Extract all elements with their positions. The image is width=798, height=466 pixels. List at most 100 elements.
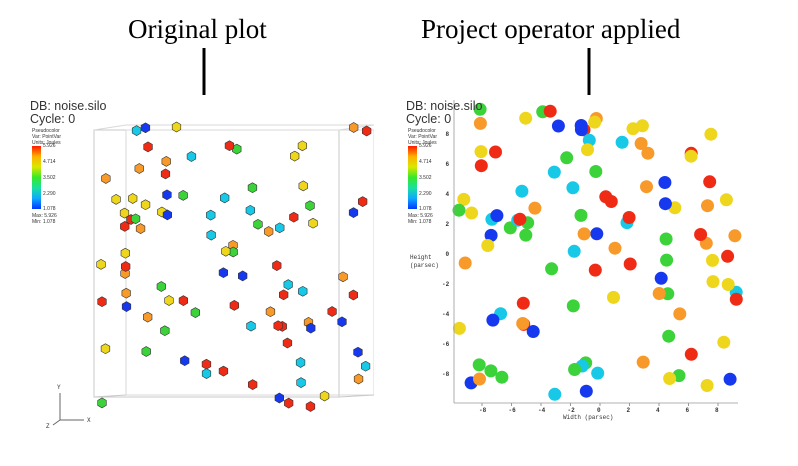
glyph-point — [279, 289, 289, 301]
glyph-point — [327, 306, 337, 317]
glyph-point — [160, 325, 170, 337]
x-tick-label: -6 — [509, 407, 517, 414]
legend-tick: 4.714 — [419, 159, 432, 165]
y-axis-label-line: (parsec) — [410, 262, 439, 269]
projected-point — [560, 151, 574, 165]
legend-title-line: Pseudocolor — [32, 128, 60, 134]
glyph-point — [201, 358, 212, 370]
projected-point — [566, 299, 580, 313]
projected-plot-panel[interactable]: -8 -6 -4 -2 0 2 4 6 8 8 6 4 2 0 -2 -4 -6 -8 Width (parse… — [405, 95, 750, 430]
glyph-point — [120, 268, 130, 279]
glyph-point — [274, 392, 284, 404]
projected-point — [636, 355, 650, 369]
glyph-point — [357, 196, 368, 207]
glyph-point — [218, 365, 229, 377]
projected-point — [547, 165, 561, 179]
glyph-point — [130, 213, 141, 225]
x-axis-label: Width (parsec) — [563, 414, 613, 421]
glyph-point — [273, 320, 283, 332]
projected-point — [590, 227, 604, 241]
x-tick-label: -8 — [479, 407, 487, 414]
projected-point — [495, 370, 509, 384]
projected-point — [599, 190, 613, 204]
projected-point — [472, 358, 486, 372]
x-tick-label: -2 — [568, 407, 576, 414]
glyph-point — [272, 260, 282, 271]
glyph-point — [238, 270, 248, 282]
glyph-point — [121, 287, 131, 299]
projected-point — [519, 111, 533, 125]
glyph-point — [97, 397, 107, 409]
projected-point — [658, 176, 672, 189]
glyph-point — [134, 163, 144, 174]
glyph-point — [201, 368, 212, 379]
projected-point — [484, 364, 498, 378]
db-label: DB: noise.silo — [406, 99, 483, 113]
x-tick-label: 0 — [597, 407, 601, 414]
projected-point — [513, 212, 527, 226]
x-tick-label: 4 — [656, 407, 660, 414]
projected-point — [577, 227, 591, 241]
projected-point — [634, 137, 648, 150]
y-tick-label: -2 — [442, 281, 450, 288]
glyph-point — [353, 346, 363, 358]
x-tick-label: 2 — [627, 407, 631, 414]
legend-tick: 1.078 — [43, 206, 56, 212]
projected-point — [652, 287, 666, 300]
glyph-point — [120, 221, 130, 232]
y-tick-label: 6 — [446, 161, 450, 168]
legend-tick: 4.714 — [43, 159, 56, 165]
projected-point — [452, 203, 466, 217]
projected-point — [706, 253, 719, 267]
glyph-point — [349, 122, 359, 133]
projected-point — [717, 335, 731, 349]
glyph-point — [275, 222, 285, 234]
original-plot-canvas: Y X Z — [46, 121, 374, 430]
glyph-point — [121, 261, 131, 272]
projected-point — [457, 192, 471, 206]
legend-title-line: Units: Joules — [32, 140, 61, 146]
projected-point — [591, 366, 605, 380]
legend-colorbar — [32, 146, 41, 209]
projected-point — [473, 372, 486, 386]
glyph-point — [245, 204, 255, 216]
projected-point — [489, 145, 502, 159]
glyph-point — [128, 193, 138, 204]
glyph-point — [297, 140, 308, 152]
glyph-point — [220, 192, 230, 204]
y-tick-label: 0 — [446, 251, 450, 258]
glyph-point — [160, 168, 171, 180]
projected-point — [640, 180, 653, 194]
projected-point — [548, 387, 562, 401]
projected-point — [694, 228, 708, 241]
projected-point — [704, 127, 718, 141]
projected-point — [729, 292, 743, 306]
projected-point — [607, 290, 620, 304]
projected-point — [516, 296, 530, 310]
projected-plot-canvas: -8 -6 -4 -2 0 2 4 6 8 8 6 4 2 0 -2 -4 -6 -8 Width (parse… — [410, 100, 743, 421]
legend-tick: 5.926 — [419, 143, 432, 149]
projected-point — [458, 256, 472, 270]
point-cloud-2d — [452, 102, 743, 401]
projected-point — [473, 116, 487, 130]
y-axis-label-line: Height — [410, 254, 432, 261]
projected-point — [721, 249, 735, 263]
glyph-point — [246, 320, 256, 332]
plot-frame — [453, 100, 738, 404]
glyph-point — [190, 307, 200, 318]
point-cloud-3d — [96, 121, 372, 412]
legend-title-line: Units: Joules — [408, 140, 437, 146]
cycle-label: Cycle: 0 — [30, 112, 76, 126]
glyph-point — [162, 189, 172, 201]
original-plot-panel[interactable]: DB: noise.silo Cycle: 0 Pseudocolor Var:… — [29, 95, 374, 430]
projected-point — [673, 307, 687, 321]
glyph-point — [337, 316, 347, 328]
glyph-point — [218, 267, 228, 279]
projected-point — [626, 122, 640, 136]
glyph-point — [178, 295, 188, 306]
glyph-point — [319, 390, 330, 402]
right-caption: Project operator applied — [421, 14, 681, 44]
x-tick-labels: -8 -6 -4 -2 0 2 4 6 8 — [479, 403, 719, 414]
projected-point — [588, 115, 602, 129]
x-tick-label: 6 — [686, 407, 690, 414]
